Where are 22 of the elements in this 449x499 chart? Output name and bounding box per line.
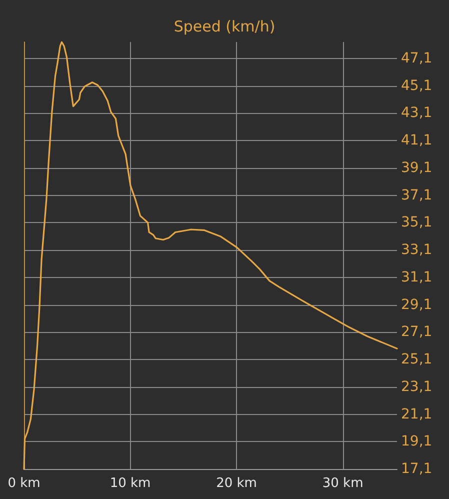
y-tick-label: 23,1 bbox=[401, 378, 432, 395]
y-tick-label: 25,1 bbox=[401, 352, 432, 368]
y-tick-label: 19,1 bbox=[401, 434, 432, 450]
y-tick-label: 41,1 bbox=[401, 132, 432, 149]
x-tick-label: 30 km bbox=[322, 476, 364, 491]
line-series bbox=[23, 41, 398, 470]
x-tick-label: 10 km bbox=[110, 476, 151, 491]
y-tick-label: 43,1 bbox=[401, 105, 432, 122]
y-tick-label: 47,1 bbox=[401, 50, 432, 66]
y-tick-label: 27,1 bbox=[401, 324, 432, 340]
y-tick-label: 45,1 bbox=[401, 78, 432, 94]
y-tick-label: 39,1 bbox=[401, 160, 432, 176]
chart-title: Speed (km/h) bbox=[174, 18, 276, 36]
y-tick-label: 29,1 bbox=[401, 296, 432, 313]
x-tick-label: 0 km bbox=[8, 476, 40, 491]
y-tick-label: 37,1 bbox=[401, 187, 432, 204]
y-tick-label: 21,1 bbox=[401, 406, 432, 422]
x-tick-label: 20 km bbox=[216, 476, 257, 491]
y-tick-label: 31,1 bbox=[401, 269, 432, 286]
y-tick-label: 17,1 bbox=[401, 461, 432, 477]
y-tick-label: 33,1 bbox=[401, 242, 432, 258]
y-tick-label: 35,1 bbox=[401, 214, 432, 231]
